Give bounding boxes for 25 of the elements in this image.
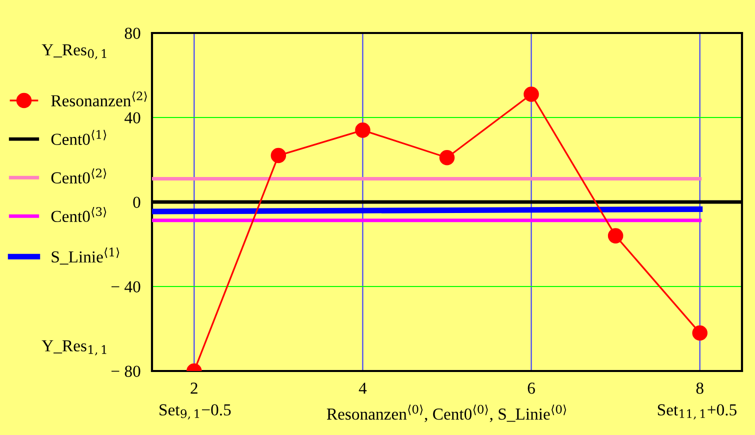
- x-tick-label: 8: [696, 382, 704, 394]
- point: [692, 325, 708, 341]
- point: [270, 148, 286, 164]
- y-tick-label: 0: [133, 196, 140, 208]
- point: [439, 150, 455, 166]
- legend-label: Cent0$^{⟨1⟩}$: [51, 130, 106, 145]
- y-tick-label: − 80: [111, 366, 140, 377]
- x-tick-label: 2: [190, 382, 198, 394]
- point: [608, 228, 624, 244]
- legend-label: Cent0$^{⟨3⟩}$: [51, 206, 106, 222]
- point: [355, 122, 370, 138]
- x-axis-title: Resonanzen$^{⟨0⟩}$, Cent0$^{⟨0⟩}$, S_Linie$^{⟨0⟩}$: [326, 404, 566, 422]
- y-tick-label: − 40: [111, 281, 140, 292]
- legend-label: S_Linie$^{⟨1⟩}$: [52, 247, 120, 265]
- text: Y_Res$_{1,1}$: [42, 340, 106, 356]
- text: Y_Res$_{0,1}$: [42, 44, 106, 60]
- x-tick-label: 6: [528, 382, 535, 394]
- legend-label: Resonanzen$^{⟨2⟩}$: [51, 91, 147, 106]
- x-tick-label: 4: [358, 382, 367, 394]
- point: [524, 86, 539, 102]
- y-tick-label: 80: [124, 28, 140, 39]
- text: Set$_{11,1}$+0.5: [658, 404, 736, 420]
- text: Set$_{9,1}$−0.5: [160, 404, 231, 420]
- legend-label: Cent0$^{⟨2⟩}$: [51, 168, 106, 184]
- y-tick-label: 40: [124, 112, 140, 124]
